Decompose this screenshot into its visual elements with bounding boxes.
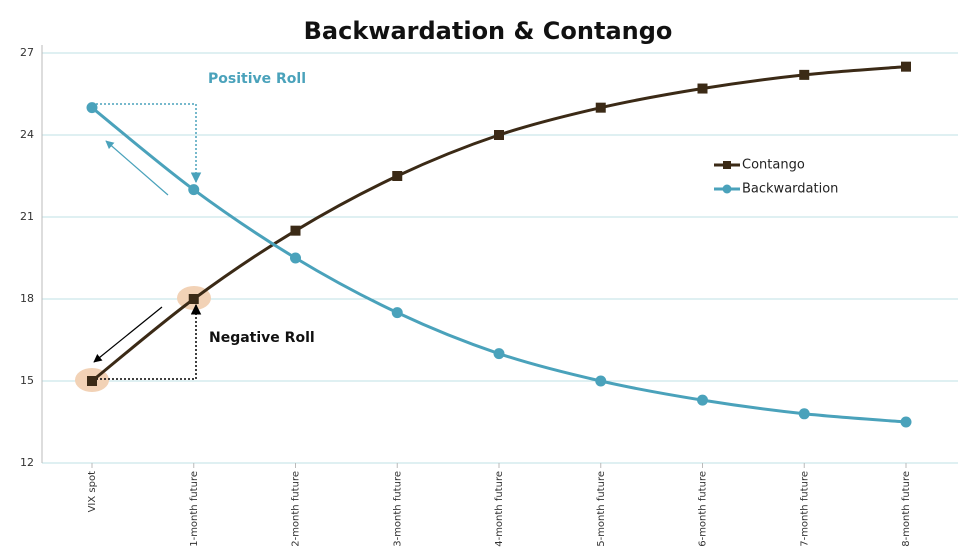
y-tick-label: 18	[20, 292, 34, 305]
x-tick-label: 6-month future	[698, 471, 709, 547]
legend-marker	[723, 161, 731, 169]
x-tick-label: 1-month future	[189, 471, 200, 547]
roll-arrow	[92, 303, 202, 380]
y-tick-label: 12	[20, 456, 34, 469]
marker	[290, 225, 301, 236]
marker	[493, 348, 505, 360]
marker	[595, 102, 606, 113]
grid: 12 15 18 21 24 27 VIX spot 1-month future 2-mont…	[20, 45, 958, 547]
marker	[392, 171, 403, 181]
line	[91, 106, 907, 424]
legend-label: Backwardation	[742, 182, 838, 197]
marker	[290, 252, 301, 264]
marker	[86, 102, 98, 114]
annotation: Negative Roll	[209, 330, 315, 346]
y-tick-label: 27	[20, 46, 34, 59]
y-tick-label: 24	[20, 128, 34, 141]
x-tick-label: 2-month future	[291, 471, 302, 547]
chart-title: Backwardation & Contango	[304, 17, 673, 45]
marker	[87, 376, 97, 386]
x-tick-label: 8-month future	[901, 471, 912, 547]
marker	[900, 416, 912, 428]
y-tick-label: 21	[20, 210, 34, 223]
direction-arrow	[105, 140, 169, 196]
marker	[188, 184, 200, 196]
marker	[901, 61, 911, 72]
y-tick-label: 15	[20, 374, 34, 387]
annotation: Positive Roll	[208, 71, 306, 87]
marker	[798, 408, 810, 420]
legend-marker	[722, 184, 732, 194]
marker	[697, 83, 708, 94]
marker	[799, 69, 810, 80]
legend-label: Contango	[742, 158, 805, 173]
marker	[595, 375, 607, 387]
marker	[494, 130, 504, 140]
legend: Contango Backwardation	[714, 158, 838, 197]
roll-arrow	[92, 103, 202, 184]
direction-arrow	[93, 306, 163, 363]
marker	[697, 394, 708, 406]
x-tick-label: 4-month future	[494, 471, 505, 547]
x-tick-label: 5-month future	[596, 471, 607, 547]
x-tick-label: 7-month future	[799, 471, 810, 547]
x-tick-label: VIX spot	[87, 471, 98, 512]
marker	[188, 294, 199, 304]
x-tick-label: 3-month future	[392, 471, 403, 547]
marker	[391, 307, 403, 319]
plot-area	[86, 61, 912, 428]
